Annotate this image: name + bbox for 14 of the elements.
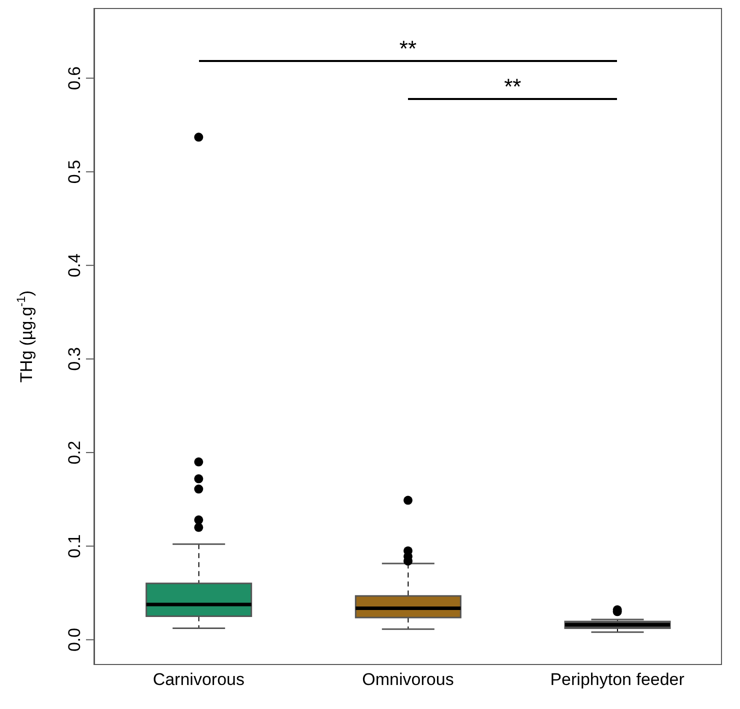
annotation: ** (503, 74, 522, 99)
y-tick-label: 0.6 (65, 66, 84, 90)
annotation: ** (398, 36, 418, 61)
y-tick-label: 0.5 (65, 160, 84, 184)
y-tick-label: 0.4 (65, 254, 84, 278)
x-tick-label: Periphyton feeder (550, 670, 685, 690)
y-tick-label: 0.0 (65, 628, 84, 652)
x-tick-label: Carnivorous (152, 670, 244, 690)
y-tick-label: 0.2 (65, 440, 84, 464)
y-tick-label: 0.3 (65, 347, 84, 371)
significance-bracket: ** (408, 76, 618, 100)
y-tick-label: 0.1 (65, 534, 84, 558)
significance-bracket: ** (198, 38, 618, 62)
x-tick-label: Omnivorous (362, 670, 454, 690)
